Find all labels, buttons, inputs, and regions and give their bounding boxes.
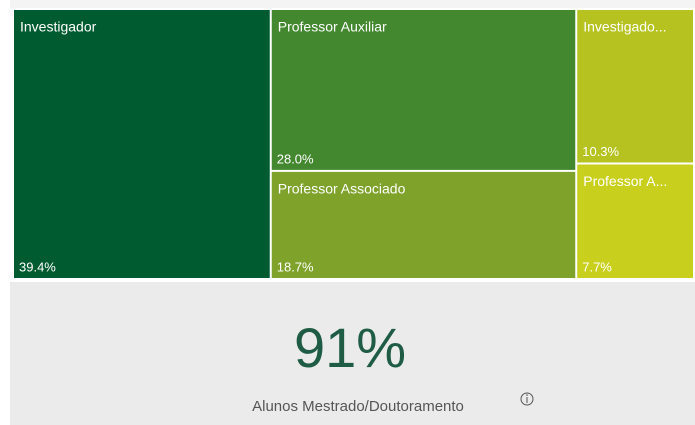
card-panel: [10, 282, 695, 425]
tile-label: Professor Auxiliar: [278, 19, 387, 35]
card-value: 91%: [294, 316, 406, 379]
info-icon[interactable]: [520, 392, 534, 406]
treemap-tile: [577, 10, 693, 163]
tile-label: Professor Associado: [278, 181, 406, 197]
treemap-tile: [577, 164, 693, 278]
tile-value: 39.4%: [19, 259, 56, 274]
treemap-tile: [271, 10, 576, 170]
tile-label: Investigador: [20, 19, 97, 35]
tile-value: 10.3%: [582, 144, 619, 159]
tile-value: 7.7%: [582, 259, 612, 274]
treemap: Investigador 39.4% Professor Auxiliar 28.0%…: [14, 10, 693, 278]
tile-value: 18.7%: [277, 259, 314, 274]
treemap-tile: [14, 10, 270, 278]
tile-value: 28.0%: [277, 151, 314, 166]
tile-label: Professor A...: [583, 173, 667, 189]
top-bar: [10, 0, 695, 8]
treemap-tile: [271, 171, 576, 278]
card-label: Alunos Mestrado/Doutoramento: [252, 398, 464, 415]
tile-label: Investigado...: [583, 19, 666, 35]
